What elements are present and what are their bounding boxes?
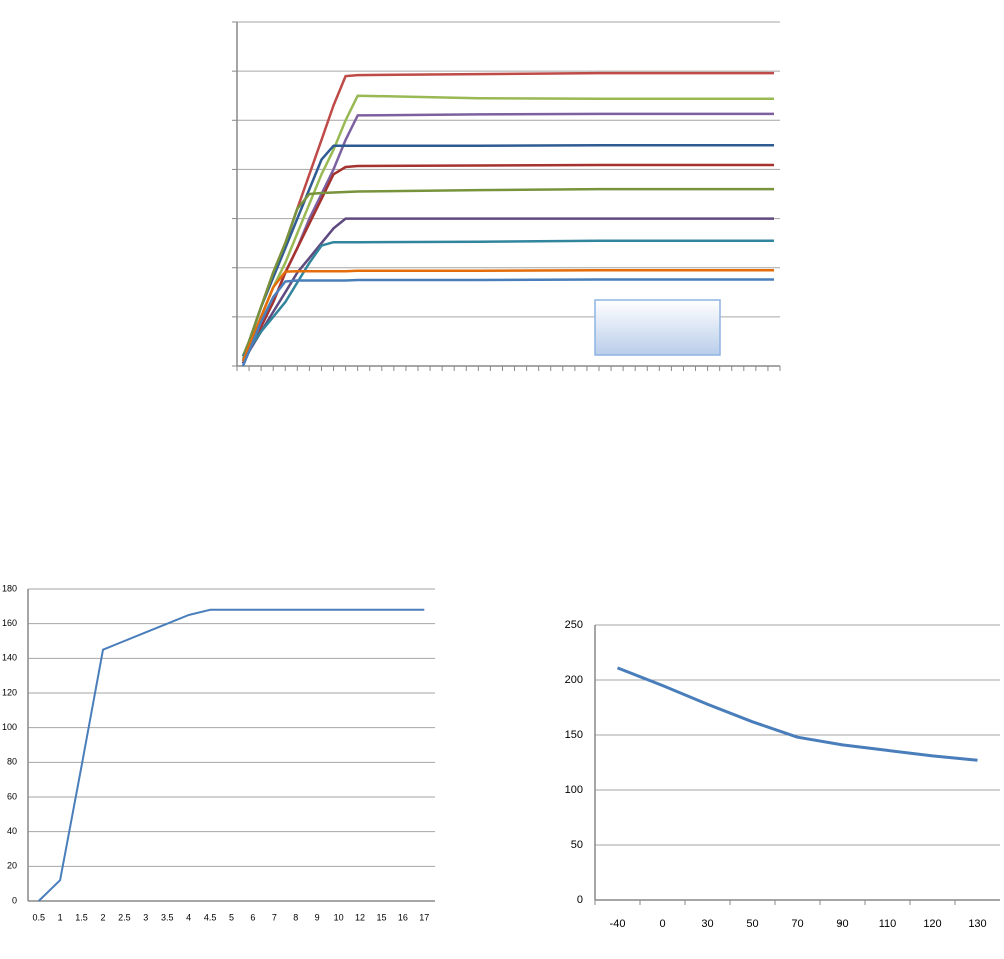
x-tick-label: 4 [186, 912, 191, 922]
x-tick-label: 30 [701, 918, 713, 930]
y-tick-label: 250 [565, 619, 583, 631]
x-tick-label: 0.5 [32, 912, 45, 922]
y-tick-label: 150 [565, 729, 583, 741]
y-tick-label: 120 [2, 687, 17, 697]
series-line [241, 163, 774, 365]
x-tick-label: 2 [100, 912, 105, 922]
chart-bottom-right: 0 50 100 150 200 250 -40 0 30 50 70 90 110 120 130 ° [565, 619, 1000, 930]
y-tick-label: 140 [2, 653, 17, 663]
y-tick-label: 60 [7, 791, 17, 801]
y-tick-label: 100 [565, 784, 583, 796]
series-line [241, 187, 774, 357]
x-tick-label: 5 [229, 912, 234, 922]
x-tick-label: 9 [315, 912, 320, 922]
series-line [242, 239, 774, 357]
series-line [38, 608, 425, 902]
x-tick-label: 4.5 [204, 912, 217, 922]
x-tick-label: 130 [968, 918, 986, 930]
x-tick-label: 12 [355, 912, 365, 922]
chart-bottom-left: 0 20 40 60 80 100 120 140 160 180 0.5 1 1.5 2 2.5 3 3.5 4… [2, 583, 435, 922]
legend-box [594, 299, 721, 356]
y-tick-label: 100 [2, 722, 17, 732]
y-tick-label: 200 [565, 674, 583, 686]
x-tick-label: 10 [334, 912, 344, 922]
y-tick-label: 50 [571, 839, 583, 851]
x-tick-label: 17 [419, 912, 429, 922]
x-tick-label: 2.5 [118, 912, 131, 922]
x-tick-label: -40 [610, 918, 626, 930]
series-line [616, 666, 978, 762]
x-tick-label: 15 [376, 912, 386, 922]
y-tick-label: 0 [577, 894, 583, 906]
y-tick-label: 160 [2, 618, 17, 628]
x-axis-label: ° [838, 921, 841, 930]
x-tick-label: 1 [58, 912, 63, 922]
y-tick-label: 20 [7, 861, 17, 871]
y-tick-label: 40 [7, 826, 17, 836]
x-tick-label: 0 [659, 918, 665, 930]
x-tick-label: 50 [746, 918, 758, 930]
y-tick-label: 80 [7, 757, 17, 767]
x-tick-label: 70 [791, 918, 803, 930]
x-tick-label: 7 [272, 912, 277, 922]
x-tick-label: 110 [879, 918, 897, 930]
x-tick-label: 90 [836, 918, 848, 930]
series-line [241, 278, 774, 367]
x-tick-label: 8 [293, 912, 298, 922]
x-tick-label: 1.5 [75, 912, 88, 922]
series-line [241, 268, 774, 362]
x-tick-label: 3.5 [161, 912, 174, 922]
x-tick-label: 6 [250, 912, 255, 922]
y-tick-label: 0 [12, 895, 17, 905]
x-tick-label: 3 [143, 912, 148, 922]
chart-top [232, 21, 781, 371]
x-tick-label: 120 [923, 918, 941, 930]
y-tick-label: 180 [2, 583, 17, 593]
x-tick-label: 16 [398, 912, 408, 922]
